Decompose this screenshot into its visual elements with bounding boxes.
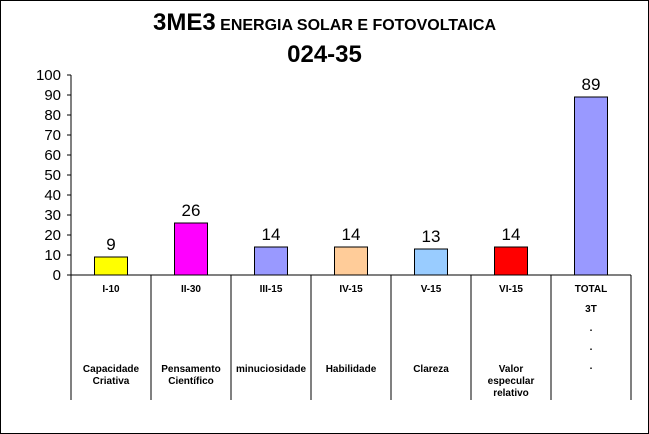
y-tick-label: 70	[44, 127, 61, 144]
y-tick-label: 0	[53, 267, 61, 284]
category-description: Capacidade	[83, 364, 140, 375]
category-description: Habilidade	[326, 364, 377, 375]
data-label: 14	[342, 225, 361, 244]
bar-vi-15	[494, 246, 528, 276]
course-name: ENERGIA SOLAR E FOTOVOLTAICA	[220, 17, 496, 34]
total-extra-line: .	[590, 342, 593, 353]
y-tick-label: 40	[44, 187, 61, 204]
category-label: IV-15	[339, 284, 363, 295]
category-description: Criativa	[93, 376, 130, 387]
category-description: Valor	[499, 364, 524, 375]
y-tick-label: 80	[44, 107, 61, 124]
data-label: 9	[106, 235, 115, 254]
data-label: 14	[502, 225, 521, 244]
class-code: 024-35	[287, 41, 362, 68]
category-description: especular	[488, 376, 535, 387]
category-label: III-15	[260, 284, 283, 295]
total-extra-line: .	[590, 361, 593, 372]
data-label: 14	[262, 225, 281, 244]
y-tick-label: 10	[44, 247, 61, 264]
y-tick-label: 100	[36, 67, 61, 84]
category-label: TOTAL	[575, 284, 607, 295]
category-description: Clareza	[413, 364, 449, 375]
total-extra-line: .	[590, 323, 593, 334]
category-description: relativo	[493, 388, 529, 399]
category-label: VI-15	[499, 284, 523, 295]
data-label: 89	[582, 75, 601, 94]
bar-iv-15	[334, 246, 368, 276]
chart-title: 3ME3 ENERGIA SOLAR E FOTOVOLTAICA	[1, 9, 648, 37]
total-extra-line: 3T	[585, 304, 597, 315]
data-label: 13	[422, 227, 441, 246]
bar-v-15	[414, 248, 448, 276]
bar-ii-30	[174, 222, 208, 276]
category-description: Científico	[168, 376, 214, 387]
bar-total	[574, 96, 608, 276]
y-tick-label: 60	[44, 147, 61, 164]
bar-iii-15	[254, 246, 288, 276]
category-description: minuciosidade	[236, 364, 306, 375]
bar-i-10	[94, 256, 128, 276]
y-tick-label: 20	[44, 227, 61, 244]
category-label: II-30	[181, 284, 201, 295]
category-description: Pensamento	[161, 364, 220, 375]
category-label: V-15	[421, 284, 442, 295]
data-label: 26	[182, 201, 201, 220]
y-tick-label: 50	[44, 167, 61, 184]
category-label: I-10	[102, 284, 120, 295]
y-tick-label: 30	[44, 207, 61, 224]
y-tick-label: 90	[44, 87, 61, 104]
course-code: 3ME3	[152, 9, 216, 36]
